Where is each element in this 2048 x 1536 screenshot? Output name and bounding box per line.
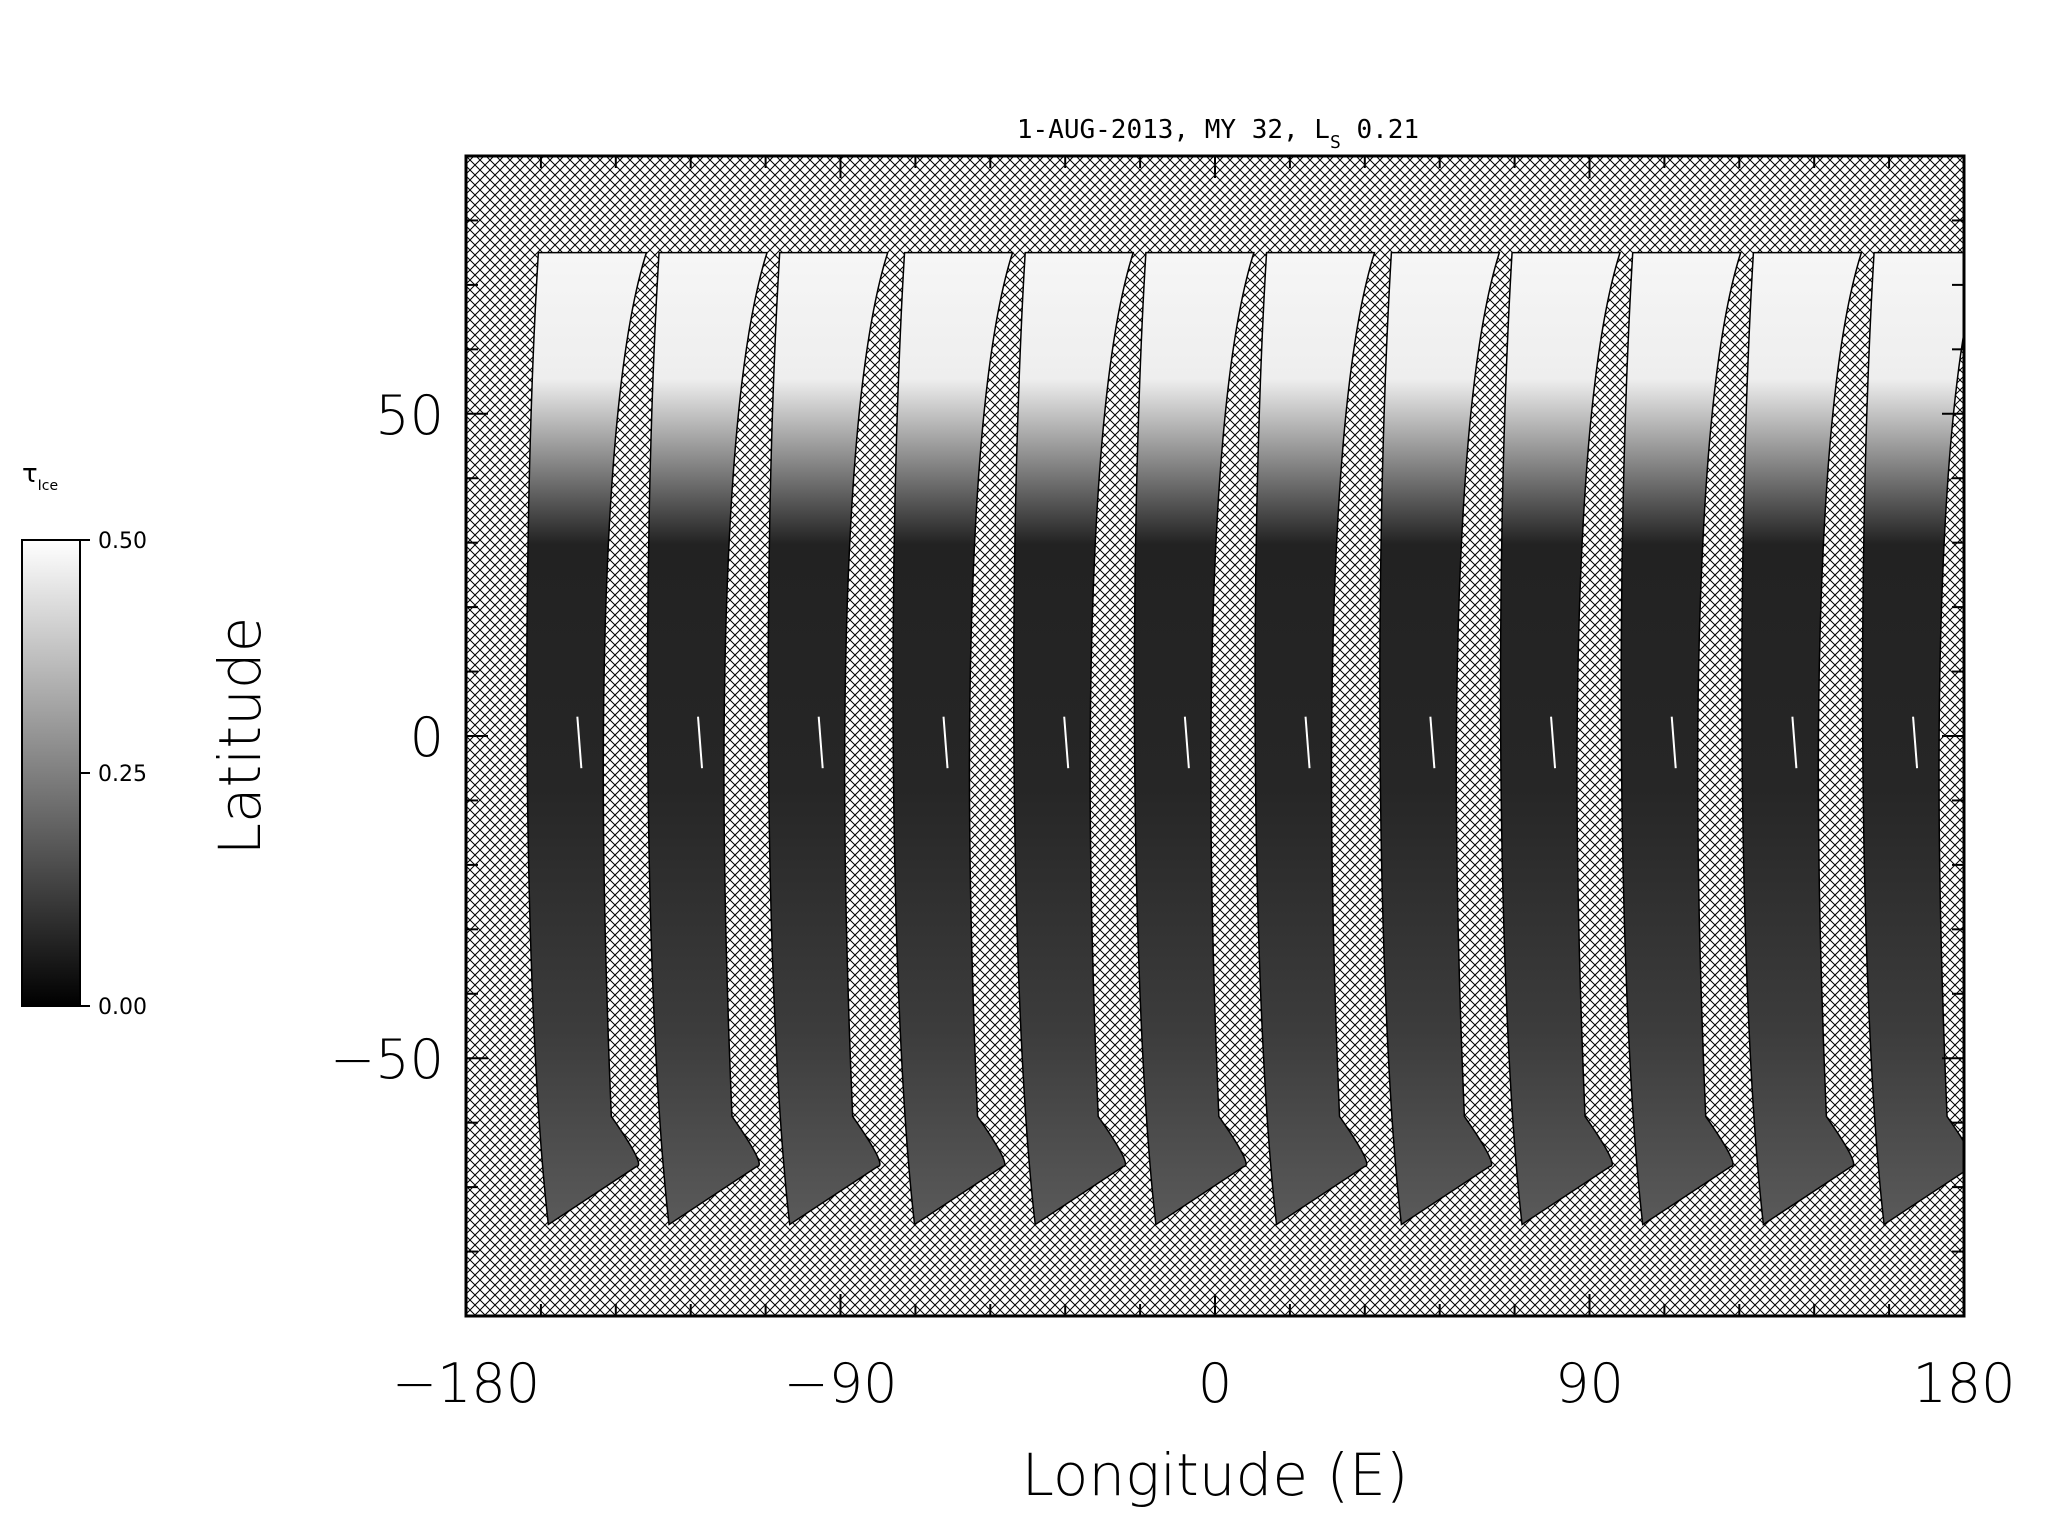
orbit-swath bbox=[1620, 251, 1742, 1226]
swath-data-gap bbox=[1912, 716, 1919, 769]
swath-data-gap bbox=[1550, 716, 1557, 769]
swath-data-gap bbox=[817, 716, 824, 769]
swath-data-gap bbox=[697, 716, 704, 769]
swath-data-gap bbox=[576, 716, 583, 769]
orbit-swath bbox=[526, 251, 648, 1226]
swath-data-gap bbox=[2032, 716, 2039, 769]
x-tick-label: 180 bbox=[1912, 1352, 2015, 1415]
orbit-swath bbox=[1741, 251, 1863, 1226]
swath-data-gap bbox=[942, 716, 949, 769]
orbit-swath bbox=[1254, 251, 1376, 1226]
swath-data-gap bbox=[1063, 716, 1070, 769]
swath-data-gap bbox=[1183, 716, 1190, 769]
plot-area: −180 −90 0 90 180 −50 0 50 bbox=[330, 154, 2048, 1415]
x-tick-label: −90 bbox=[784, 1352, 898, 1415]
orbit-swath bbox=[1133, 251, 1255, 1226]
colorbar-ticks: 0.00 0.25 0.50 bbox=[80, 529, 147, 1020]
orbit-swath bbox=[1983, 253, 2048, 1225]
orbit-swath bbox=[1861, 251, 1964, 1226]
colorbar-title: τIce bbox=[22, 459, 58, 494]
swath-data-gap bbox=[1304, 716, 1311, 769]
swath-data-gap bbox=[1670, 716, 1677, 769]
orbit-swath bbox=[767, 251, 889, 1226]
y-tick-label: 0 bbox=[410, 706, 444, 769]
swath-layer bbox=[526, 251, 2048, 1226]
colorbar-tick-label: 0.25 bbox=[98, 762, 147, 787]
y-tick-label: −50 bbox=[330, 1028, 444, 1091]
swath-data-gap bbox=[1429, 716, 1436, 769]
y-axis-label: Latitude bbox=[206, 617, 274, 856]
x-axis-ticks: −180 −90 0 90 180 bbox=[392, 156, 2016, 1415]
orbit-swath bbox=[646, 251, 769, 1226]
orbit-swath bbox=[1012, 251, 1135, 1226]
x-axis-label: Longitude (E) bbox=[1022, 1441, 1409, 1509]
y-axis-ticks: −50 0 50 bbox=[330, 155, 1964, 1317]
colorbar-tick-label: 0.00 bbox=[98, 995, 147, 1020]
y-tick-label: 50 bbox=[375, 384, 444, 447]
orbit-swath bbox=[1379, 251, 1501, 1226]
colorbar-tick-label: 0.50 bbox=[98, 529, 147, 554]
colorbar: τIce 0.00 0.25 0.50 bbox=[21, 459, 147, 1020]
x-tick-label: −180 bbox=[392, 1352, 540, 1415]
chart-title: 1-AUG-2013, MY 32, LS 0.21 bbox=[1017, 115, 1419, 153]
colorbar-gradient bbox=[21, 539, 81, 1007]
orbit-swath bbox=[892, 251, 1014, 1226]
orbit-swath bbox=[1499, 251, 1622, 1226]
x-tick-label: 90 bbox=[1555, 1352, 1624, 1415]
x-tick-label: 0 bbox=[1198, 1352, 1232, 1415]
swath-data-gap bbox=[1791, 716, 1798, 769]
